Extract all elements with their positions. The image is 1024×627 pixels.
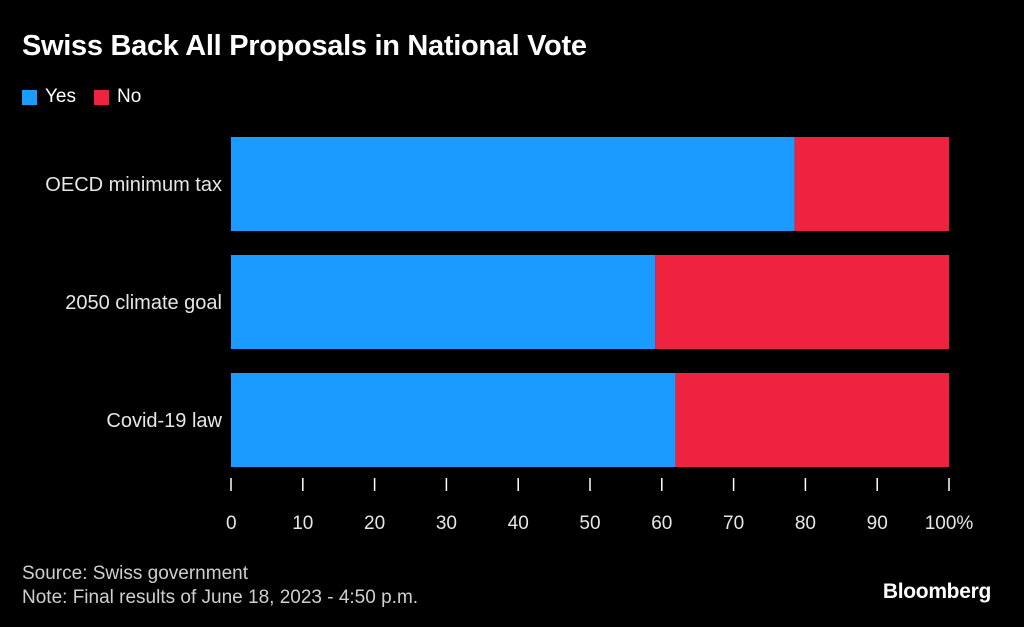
bloomberg-logo: Bloomberg [882, 580, 991, 603]
bar-yes-2 [231, 373, 676, 467]
category-label: OECD minimum tax [45, 174, 222, 196]
legend-label-yes: Yes [45, 86, 76, 107]
legend-swatch-yes [22, 89, 37, 105]
category-label: Covid-19 law [106, 410, 222, 432]
x-tick-label: 30 [436, 513, 457, 534]
x-tick-label: 100% [925, 513, 974, 534]
category-label: 2050 climate goal [65, 292, 222, 314]
legend-item-yes: Yes [22, 86, 76, 108]
source-note: Source: Swiss government [22, 563, 248, 584]
bar-yes-0 [231, 137, 795, 231]
bar-no-1 [655, 255, 949, 349]
x-tick-label: 90 [867, 513, 888, 534]
x-tick-label: 50 [579, 513, 600, 534]
x-tick-label: 20 [364, 513, 385, 534]
bar-yes-1 [231, 255, 656, 349]
results-note: Note: Final results of June 18, 2023 - 4… [22, 587, 419, 608]
legend-label-no: No [117, 86, 142, 107]
x-tick-label: 80 [795, 513, 816, 534]
bar-no-0 [794, 137, 949, 231]
footer: Source: Swiss government Note: Final res… [22, 562, 418, 610]
legend-swatch-no [94, 89, 109, 105]
legend-item-no: No [94, 86, 141, 108]
x-tick-label: 70 [723, 513, 744, 534]
legend: Yes No [22, 86, 159, 108]
x-tick-label: 40 [508, 513, 529, 534]
chart-title: Swiss Back All Proposals in National Vot… [22, 30, 587, 62]
bar-no-2 [675, 373, 949, 467]
x-tick-label: 60 [651, 513, 672, 534]
x-tick-label: 10 [292, 513, 313, 534]
x-tick-label: 0 [226, 513, 237, 534]
